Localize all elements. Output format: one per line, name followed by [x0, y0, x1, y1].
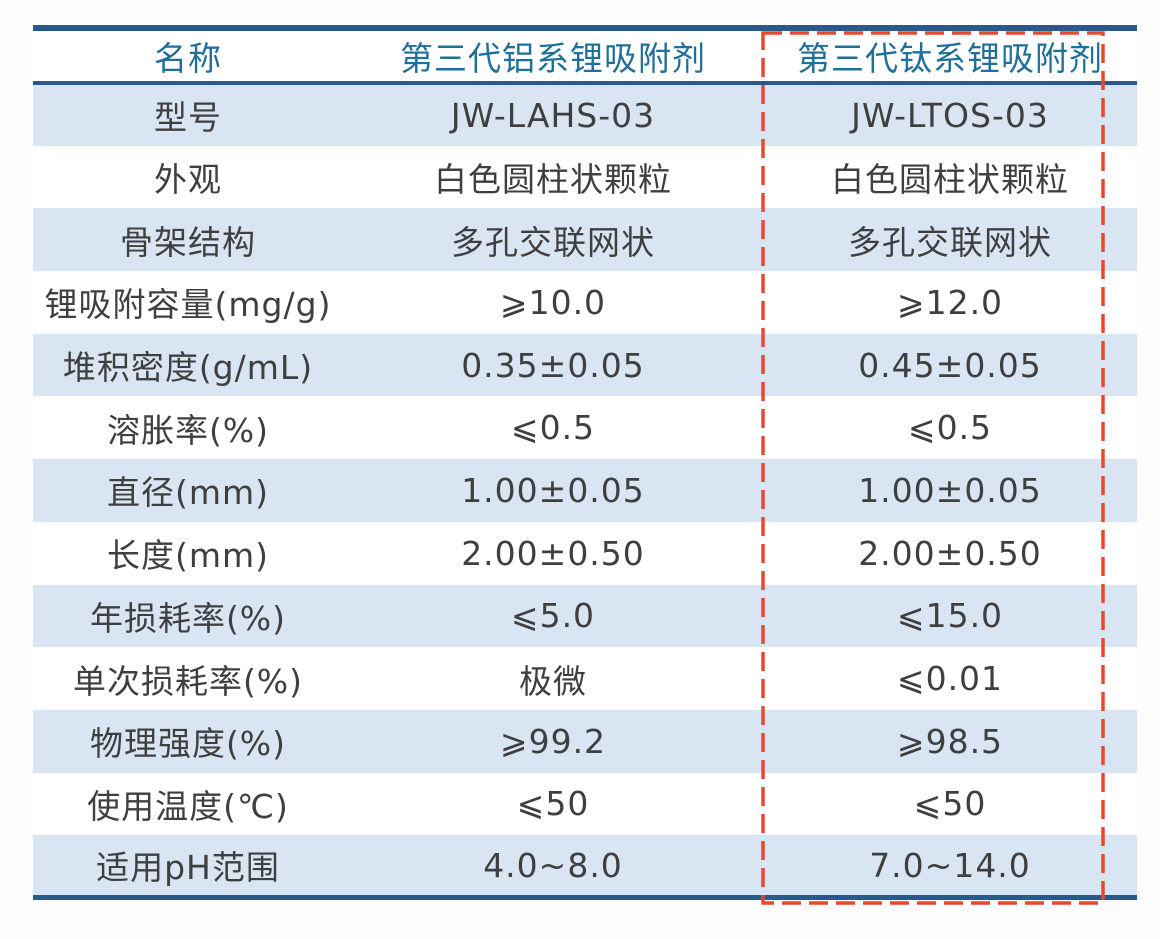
row-label: 直径(mm) [33, 459, 343, 522]
table-row: 型号 JW-LAHS-03 JW-LTOS-03 [33, 83, 1137, 146]
titanium-value: ⩽0.5 [763, 396, 1137, 460]
aluminum-value: 极微 [343, 647, 763, 710]
titanium-value: 白色圆柱状颗粒 [763, 145, 1137, 209]
table-row: 物理强度(%) ⩾99.2 ⩾98.5 [33, 709, 1137, 773]
aluminum-value: 1.00±0.05 [343, 459, 763, 522]
row-label: 溶胀率(%) [33, 396, 343, 460]
table-header: 名称 第三代铝系锂吸附剂 第三代钛系锂吸附剂 [33, 28, 1137, 85]
table-row: 适用pH范围 4.0~8.0 7.0~14.0 [33, 835, 1137, 898]
titanium-value: 多孔交联网状 [763, 208, 1137, 272]
table-row: 长度(mm) 2.00±0.50 2.00±0.50 [33, 521, 1137, 585]
aluminum-value: 0.35±0.05 [343, 333, 763, 397]
row-label: 骨架结构 [33, 208, 343, 272]
aluminum-value: 白色圆柱状颗粒 [343, 145, 763, 209]
row-label: 型号 [33, 83, 343, 146]
titanium-value: 1.00±0.05 [763, 459, 1137, 522]
table-row: 年损耗率(%) ⩽5.0 ⩽15.0 [33, 584, 1137, 648]
titanium-value: 0.45±0.05 [763, 333, 1137, 397]
aluminum-value: JW-LAHS-03 [343, 83, 763, 146]
table-row: 溶胀率(%) ⩽0.5 ⩽0.5 [33, 396, 1137, 460]
aluminum-value: 4.0~8.0 [343, 835, 763, 898]
titanium-value: ⩾98.5 [763, 709, 1137, 773]
table-row: 直径(mm) 1.00±0.05 1.00±0.05 [33, 459, 1137, 522]
table-row: 堆积密度(g/mL) 0.35±0.05 0.45±0.05 [33, 333, 1137, 397]
row-label: 堆积密度(g/mL) [33, 333, 343, 397]
aluminum-value: ⩽5.0 [343, 584, 763, 648]
row-label: 物理强度(%) [33, 709, 343, 773]
row-label: 锂吸附容量(mg/g) [33, 271, 343, 334]
aluminum-value: ⩽50 [343, 772, 763, 836]
titanium-value: ⩽0.01 [763, 647, 1137, 710]
spec-table: 名称 第三代铝系锂吸附剂 第三代钛系锂吸附剂 型号 JW-LAHS-03 JW-LT… [33, 25, 1137, 905]
col-header-aluminum-adsorbent: 第三代铝系锂吸附剂 [343, 28, 763, 85]
table-row: 骨架结构 多孔交联网状 多孔交联网状 [33, 208, 1137, 272]
titanium-value: ⩾12.0 [763, 271, 1137, 334]
titanium-value: 7.0~14.0 [763, 835, 1137, 898]
header-row: 名称 第三代铝系锂吸附剂 第三代钛系锂吸附剂 [33, 28, 1137, 85]
titanium-value: ⩽50 [763, 772, 1137, 836]
adsorbent-comparison-table: 名称 第三代铝系锂吸附剂 第三代钛系锂吸附剂 型号 JW-LAHS-03 JW-LT… [33, 25, 1137, 901]
row-label: 年损耗率(%) [33, 584, 343, 648]
table-body: 型号 JW-LAHS-03 JW-LTOS-03 外观 白色圆柱状颗粒 白色圆柱状颗粒 骨架… [33, 83, 1137, 898]
col-header-titanium-adsorbent: 第三代钛系锂吸附剂 [763, 28, 1137, 85]
table-row: 锂吸附容量(mg/g) ⩾10.0 ⩾12.0 [33, 271, 1137, 334]
aluminum-value: 2.00±0.50 [343, 521, 763, 585]
aluminum-value: ⩾99.2 [343, 709, 763, 773]
row-label: 外观 [33, 145, 343, 209]
table-row: 使用温度(℃) ⩽50 ⩽50 [33, 772, 1137, 836]
titanium-value: ⩽15.0 [763, 584, 1137, 648]
col-header-name: 名称 [33, 28, 343, 85]
row-label: 使用温度(℃) [33, 772, 343, 836]
table-row: 外观 白色圆柱状颗粒 白色圆柱状颗粒 [33, 145, 1137, 209]
aluminum-value: ⩾10.0 [343, 271, 763, 334]
row-label: 单次损耗率(%) [33, 647, 343, 710]
row-label: 适用pH范围 [33, 835, 343, 898]
titanium-value: JW-LTOS-03 [763, 83, 1137, 146]
titanium-value: 2.00±0.50 [763, 521, 1137, 585]
table-row: 单次损耗率(%) 极微 ⩽0.01 [33, 647, 1137, 710]
aluminum-value: 多孔交联网状 [343, 208, 763, 272]
row-label: 长度(mm) [33, 521, 343, 585]
aluminum-value: ⩽0.5 [343, 396, 763, 460]
